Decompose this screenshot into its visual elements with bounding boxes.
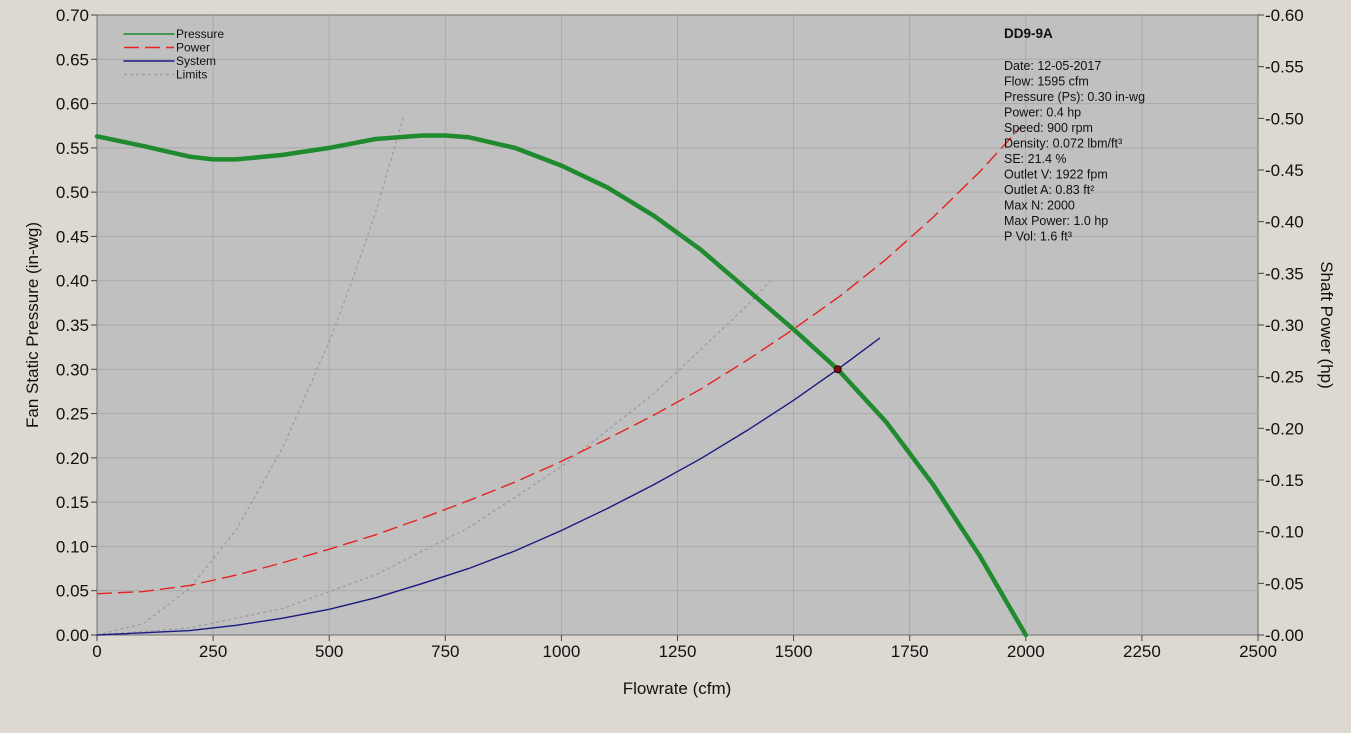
y2-tick-label: -0.15 xyxy=(1265,471,1304,490)
y-tick-label: 0.40 xyxy=(56,272,89,291)
y-tick-label: 0.25 xyxy=(56,405,89,424)
info-line: Max Power: 1.0 hp xyxy=(1004,214,1108,228)
y-tick-label: 0.00 xyxy=(56,626,89,645)
info-line: Outlet V: 1922 fpm xyxy=(1004,168,1108,182)
axis-ticks: 0 250 500 750 1000 1250 1500 1750 2000 2250 2500 0.… xyxy=(56,6,1304,661)
y-tick-label: 0.55 xyxy=(56,139,89,158)
info-box: DD9-9A Date: 12-05-2017 Flow: 1595 cfmPres… xyxy=(1004,26,1145,244)
y2-tick-label: -0.35 xyxy=(1265,264,1304,283)
x-axis-title: Flowrate (cfm) xyxy=(623,679,732,698)
series-lines xyxy=(94,116,1029,638)
y-tick-label: 0.10 xyxy=(56,537,89,556)
y2-tick-label: -0.05 xyxy=(1265,574,1304,593)
y-tick-label: 0.20 xyxy=(56,449,89,468)
x-tick-label: 500 xyxy=(315,642,343,661)
x-tick-label: 1500 xyxy=(775,642,813,661)
y2-tick-label: -0.25 xyxy=(1265,368,1304,387)
info-title: DD9-9A xyxy=(1004,26,1053,41)
y-tick-label: 0.35 xyxy=(56,316,89,335)
info-line: P Vol: 1.6 ft³ xyxy=(1004,230,1072,244)
info-line: SE: 21.4 % xyxy=(1004,152,1067,166)
x-tick-label: 1750 xyxy=(891,642,929,661)
info-line: Date: 12-05-2017 xyxy=(1004,59,1101,73)
pressure-series-line xyxy=(94,133,1029,638)
x-tick-label: 1250 xyxy=(659,642,697,661)
y-tick-label: 0.65 xyxy=(56,50,89,69)
info-line: Flow: 1595 cfm xyxy=(1004,75,1089,89)
x-tick-label: 750 xyxy=(431,642,459,661)
y-tick-label: 0.70 xyxy=(56,6,89,25)
y2-axis-title: Shaft Power (hp) xyxy=(1317,261,1336,389)
system-series-line xyxy=(96,337,881,636)
limits-series-line xyxy=(96,116,405,636)
limits-series-line xyxy=(96,280,771,636)
y2-tick-label: -0.45 xyxy=(1265,161,1304,180)
legend-label-pressure: Pressure xyxy=(176,27,224,41)
x-tick-label: 2250 xyxy=(1123,642,1161,661)
info-line: Density: 0.072 lbm/ft³ xyxy=(1004,137,1122,151)
y2-tick-label: -0.60 xyxy=(1265,6,1304,25)
y-tick-label: 0.15 xyxy=(56,493,89,512)
y-tick-label: 0.45 xyxy=(56,227,89,246)
y-tick-label: 0.30 xyxy=(56,360,89,379)
y2-tick-label: -0.30 xyxy=(1265,316,1304,335)
y2-tick-label: -0.20 xyxy=(1265,419,1304,438)
info-line: Max N: 2000 xyxy=(1004,199,1075,213)
info-line: Pressure (Ps): 0.30 in-wg xyxy=(1004,90,1145,104)
info-line: Outlet A: 0.83 ft² xyxy=(1004,183,1094,197)
x-tick-label: 2000 xyxy=(1007,642,1045,661)
y2-tick-label: -0.50 xyxy=(1265,109,1304,128)
y-tick-label: 0.60 xyxy=(56,95,89,114)
y-axis-title: Fan Static Pressure (in-wg) xyxy=(23,222,42,428)
y2-tick-label: -0.40 xyxy=(1265,213,1304,232)
operating-point-marker xyxy=(833,365,842,374)
info-line: Power: 0.4 hp xyxy=(1004,106,1081,120)
grid-lines xyxy=(97,15,1258,635)
legend-label-limits: Limits xyxy=(176,68,207,82)
x-tick-label: 250 xyxy=(199,642,227,661)
x-tick-label: 0 xyxy=(92,642,101,661)
x-tick-label: 1000 xyxy=(542,642,580,661)
x-tick-label: 2500 xyxy=(1239,642,1277,661)
y2-tick-label: -0.55 xyxy=(1265,58,1304,77)
y2-tick-label: -0.10 xyxy=(1265,523,1304,542)
legend-label-power: Power xyxy=(176,41,210,55)
info-line: Speed: 900 rpm xyxy=(1004,121,1093,135)
y-tick-label: 0.05 xyxy=(56,582,89,601)
power-series-line xyxy=(96,126,1022,595)
legend-label-system: System xyxy=(176,54,216,68)
y-tick-label: 0.50 xyxy=(56,183,89,202)
y2-tick-label: -0.00 xyxy=(1265,626,1304,645)
